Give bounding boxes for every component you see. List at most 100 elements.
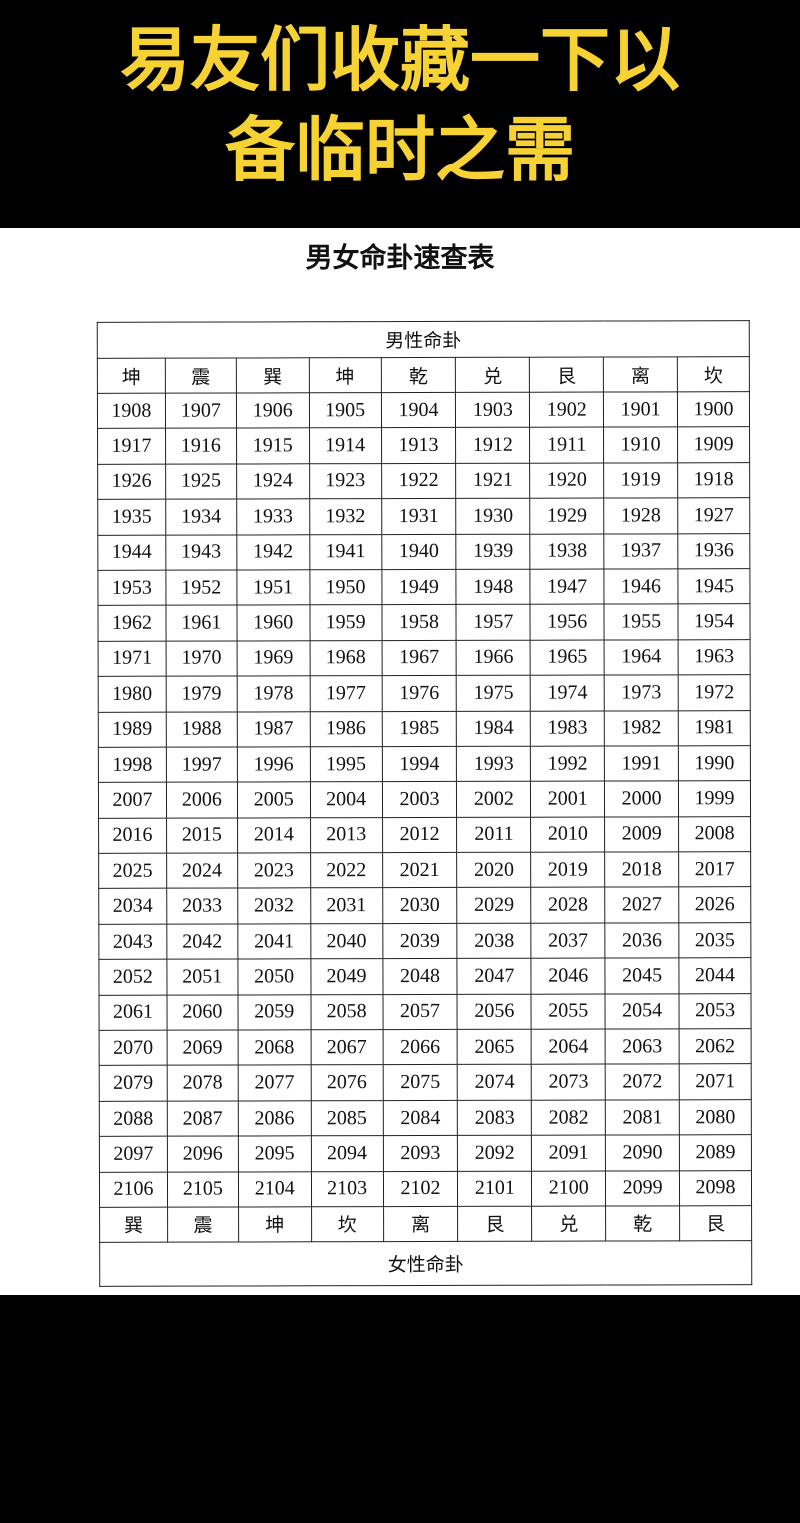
year-cell: 1934 (165, 499, 237, 535)
year-cell: 2057 (382, 994, 458, 1030)
year-cell: 1926 (97, 463, 166, 500)
year-cell: 1928 (603, 498, 678, 534)
year-cell: 1983 (530, 710, 605, 747)
year-cell: 2005 (237, 782, 311, 818)
year-cell: 2095 (238, 1136, 312, 1172)
year-cell: 2074 (457, 1064, 532, 1101)
male-gua-cell: 震 (165, 357, 237, 394)
year-cell: 2006 (166, 782, 238, 818)
female-header-row: 女性命卦 (99, 1240, 752, 1287)
table-row: 2016 2015 2014 2013 2012 2011 2010 2009 2008 (98, 816, 751, 854)
year-cell: 1930 (456, 498, 531, 534)
table-row: 2079 2078 2077 2076 2075 2074 2073 2072 2071 (99, 1064, 752, 1102)
banner: 易友们收藏一下以 备临时之需 (0, 0, 800, 228)
year-cell: 2091 (531, 1135, 606, 1171)
year-cell: 1988 (166, 711, 238, 748)
year-cell: 2039 (382, 923, 458, 959)
male-gua-cell: 乾 (380, 357, 456, 393)
female-gua-label: 女性命卦 (99, 1240, 752, 1287)
year-cell: 2048 (382, 958, 458, 995)
year-cell: 1999 (678, 780, 751, 817)
year-cell: 2093 (382, 1135, 458, 1172)
male-gua-label: 男性命卦 (97, 320, 750, 359)
year-cell: 2075 (382, 1064, 458, 1101)
male-header-row: 男性命卦 (97, 320, 750, 359)
year-cell: 2068 (237, 1029, 311, 1066)
year-cell: 2022 (310, 852, 383, 889)
year-cell: 2058 (310, 994, 383, 1030)
year-cell: 2028 (531, 887, 605, 924)
table-row: 2052 2051 2050 2049 2048 2047 2046 2045 2044 (98, 957, 751, 995)
year-cell: 1961 (165, 605, 237, 641)
female-gua-cell: 巽 (99, 1207, 168, 1243)
gua-lookup-table: 男性命卦坤震巽坤乾兑艮离坎 1908 1907 1906 1905 1904 1903 190… (97, 320, 753, 1287)
table-row: 1980 1979 1978 1977 1976 1975 1974 1973 1972 (98, 674, 751, 712)
year-cell: 2036 (604, 922, 679, 959)
year-cell: 2077 (237, 1065, 311, 1101)
year-cell: 2088 (99, 1100, 168, 1137)
year-cell: 1970 (165, 640, 237, 677)
year-cell: 2031 (310, 888, 383, 924)
year-cell: 1932 (309, 498, 382, 535)
year-cell: 2064 (531, 1029, 606, 1065)
female-gua-cell: 兑 (531, 1206, 606, 1242)
year-cell: 2090 (605, 1135, 680, 1171)
year-cell: 2020 (457, 852, 532, 888)
year-cell: 2049 (310, 958, 383, 995)
year-cell: 1917 (97, 428, 166, 465)
year-cell: 1909 (677, 427, 750, 463)
year-cell: 1938 (530, 533, 605, 570)
table-row: 2025 2024 2023 2022 2021 2020 2019 2018 2017 (98, 851, 751, 889)
year-cell: 1964 (604, 639, 679, 676)
year-cell: 2002 (456, 781, 531, 818)
year-cell: 1908 (97, 393, 166, 429)
year-cell: 2092 (457, 1135, 532, 1172)
year-cell: 1906 (236, 392, 310, 429)
year-cell: 1945 (677, 568, 750, 605)
year-cell: 2000 (604, 781, 679, 817)
male-gua-cell: 巽 (236, 357, 310, 393)
year-cell: 1975 (456, 675, 531, 711)
table-row: 1989 1988 1987 1986 1985 1984 1983 1982 1981 (98, 710, 751, 748)
year-cell: 2086 (238, 1100, 312, 1137)
year-cell: 2061 (99, 994, 167, 1031)
table-row: 1926 1925 1924 1923 1922 1921 1920 1919 1918 (97, 462, 750, 500)
year-cell: 2023 (237, 852, 311, 889)
year-cell: 1931 (381, 498, 457, 535)
year-cell: 1949 (381, 569, 457, 605)
year-cell: 1904 (380, 392, 456, 429)
year-cell: 2073 (531, 1064, 606, 1101)
female-gua-cell: 离 (383, 1206, 459, 1242)
year-cell: 2078 (167, 1065, 239, 1101)
year-cell: 2076 (310, 1065, 383, 1101)
year-cell: 2070 (99, 1030, 168, 1066)
year-cell: 2063 (605, 1028, 680, 1065)
year-cell: 1966 (456, 639, 531, 676)
year-cell: 1980 (98, 676, 167, 712)
year-cell: 1935 (97, 499, 166, 535)
page-title: 男女命卦速查表 (305, 243, 495, 274)
year-cell: 1952 (165, 569, 237, 606)
table-row: 1908 1907 1906 1905 1904 1903 1902 1901 1900 (97, 391, 750, 429)
year-cell: 1986 (309, 711, 382, 747)
year-cell: 1960 (236, 605, 310, 641)
year-cell: 2072 (605, 1064, 680, 1100)
year-cell: 2047 (457, 958, 532, 995)
year-cell: 2034 (98, 888, 167, 925)
year-cell: 2011 (456, 816, 531, 853)
year-cell: 1933 (236, 498, 310, 535)
table-row: 2088 2087 2086 2085 2084 2083 2082 2081 2080 (99, 1099, 752, 1137)
year-cell: 2067 (310, 1029, 383, 1066)
year-cell: 1941 (309, 534, 382, 570)
male-gua-cell: 艮 (529, 357, 604, 393)
year-cell: 1929 (529, 498, 604, 534)
year-cell: 1974 (530, 675, 605, 711)
year-cell: 1976 (381, 675, 457, 712)
year-cell: 1925 (165, 463, 237, 500)
year-cell: 1994 (381, 746, 457, 782)
year-cell: 2105 (167, 1171, 239, 1208)
table-row: 1998 1997 1996 1995 1994 1993 1992 1991 1990 (98, 745, 751, 783)
year-cell: 1907 (165, 392, 237, 429)
year-cell: 1901 (603, 391, 678, 428)
year-cell: 1923 (309, 463, 382, 499)
